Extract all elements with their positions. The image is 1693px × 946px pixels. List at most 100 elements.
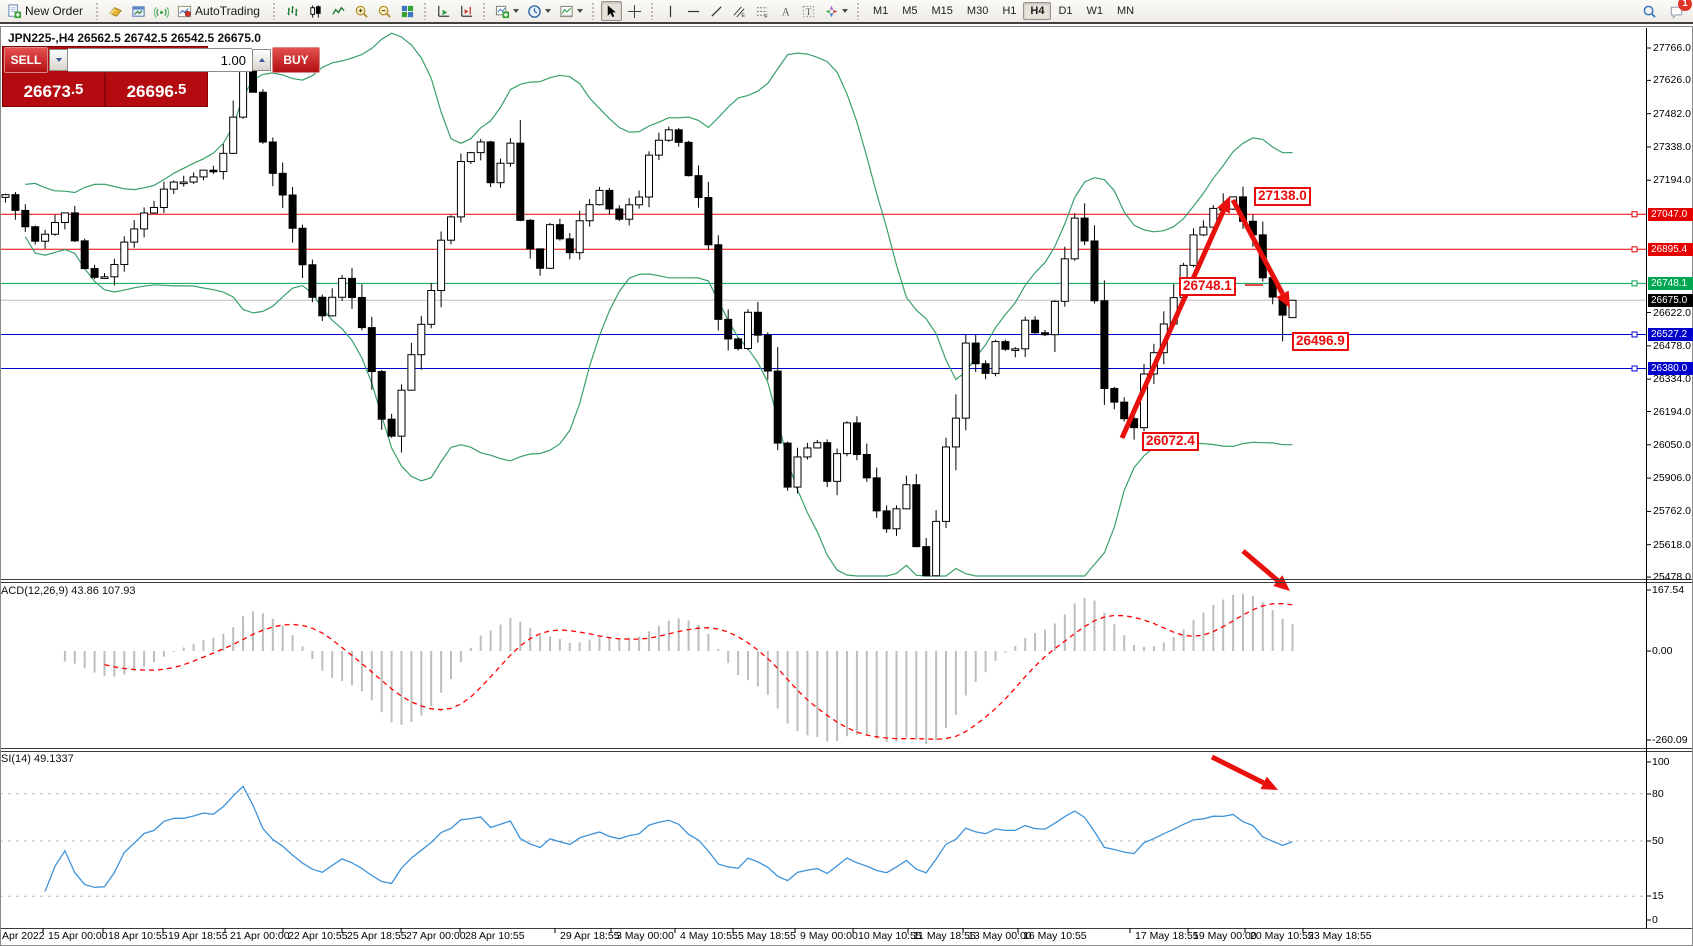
price-badge-26675.0: 26675.0 [1648,293,1693,307]
price-divider [104,73,106,106]
time-label-17-May-18-55: 17 May 18:55 [1135,930,1199,942]
periods-caret [544,9,551,13]
bar-chart-button[interactable] [282,1,303,21]
time-label-10-May-10-55: 10 May 10:55 [858,930,922,942]
sell-price-int: 26673 [23,82,71,101]
search-button[interactable] [1639,1,1660,21]
timeframe-D1[interactable]: D1 [1058,5,1073,17]
time-label-23-May-18-55: 23 May 18:55 [1308,930,1372,942]
chart-shift-button[interactable] [456,1,477,21]
new-order-button[interactable]: New Order [4,1,90,21]
trendline-tool[interactable] [706,1,727,21]
timeframe-W1[interactable]: W1 [1086,5,1104,17]
buy-button[interactable]: BUY [272,47,320,73]
text-tool[interactable]: A [775,1,796,21]
volume-increase-button[interactable] [252,49,271,71]
spin-down-icon [55,58,62,62]
horizontal-level-lines[interactable] [0,211,1646,372]
price-callout-26496.9[interactable]: 26496.9 [1292,332,1349,351]
price-tick-26622.0: 26622.0 [1653,306,1691,319]
fibonacci-icon: F [756,6,768,19]
volume-decrease-button[interactable] [49,49,68,71]
terminal-button[interactable] [128,1,149,21]
indicators-button[interactable] [492,1,522,21]
autotrading-button[interactable]: AutoTrading [174,1,267,21]
trend-arrow[interactable] [1241,549,1290,591]
timeframe-H4[interactable]: H4 [1023,2,1052,20]
buy-price-int: 26696 [126,82,174,101]
text-label-tool[interactable]: T [798,1,819,21]
auto-scroll-button[interactable] [433,1,454,21]
vertical-line-icon [669,5,672,17]
chart-shift-icon [461,5,473,17]
crosshair-icon [627,4,642,18]
trend-arrow[interactable] [1230,198,1290,308]
chart-window[interactable]: JPN225-,H4 26562.5 26742.5 26542.5 26675… [0,26,1693,946]
sell-price[interactable]: 26673.5 [3,73,104,106]
volume-input[interactable] [68,48,252,72]
timeframe-M30[interactable]: M30 [966,5,989,17]
trend-arrow[interactable] [1119,196,1230,440]
trend-arrow[interactable] [1210,754,1278,790]
zoom-out-button[interactable] [374,1,395,21]
tile-windows-icon [401,5,414,17]
price-badge-26895.4: 26895.4 [1648,242,1693,256]
time-label-15-Apr-00-00: 15 Apr 00:00 [48,930,108,942]
price-tick-25478.0: 25478.0 [1653,571,1691,584]
time-label-27-Apr-00-00: 27 Apr 00:00 [406,930,466,942]
price-tick-25618.0: 25618.0 [1653,538,1691,551]
chart-canvas[interactable] [0,26,1693,946]
price-callout-26072.4[interactable]: 26072.4 [1142,432,1199,451]
price-tick-26050.0: 26050.0 [1653,438,1691,451]
channel-tool[interactable]: E [729,1,750,21]
terminal-icon [132,5,145,17]
chart-title: JPN225-,H4 26562.5 26742.5 26542.5 26675… [8,31,261,45]
timeframe-MN[interactable]: MN [1117,5,1135,17]
horizontal-line-tool[interactable] [683,1,704,21]
toolbar-grip [95,2,101,20]
candlestick-chart-button[interactable] [305,1,326,21]
candlestick-chart-icon [310,4,321,18]
profile-button[interactable] [105,1,126,21]
tile-windows-button[interactable] [397,1,418,21]
text-icon: A [782,6,791,18]
time-label-16-May-10-55: 16 May 10:55 [1023,930,1087,942]
toolbar-grip [590,2,596,20]
price-tick-27194.0: 27194.0 [1653,174,1691,187]
time-label-22-Apr-10-55: 22 Apr 10:55 [288,930,348,942]
sell-button[interactable]: SELL [4,47,48,73]
indicators-icon [495,5,510,18]
rsi-line [44,785,1293,892]
toolbar-right-group: 1 [1639,0,1692,21]
timeframe-M5[interactable]: M5 [902,5,918,17]
arrows-tool[interactable] [821,1,851,21]
timeframe-M1[interactable]: M1 [872,5,889,17]
price-tick-27626.0: 27626.0 [1653,74,1691,87]
price-callout-27138.0[interactable]: 27138.0 [1254,187,1311,206]
templates-button[interactable] [556,1,586,21]
line-chart-button[interactable] [328,1,349,21]
signals-icon [154,6,170,18]
zoom-in-button[interactable] [351,1,372,21]
price-badge-27047.0: 27047.0 [1648,207,1693,221]
crosshair-tool-button[interactable] [624,1,645,21]
time-label-3-May-00-00: 3 May 00:00 [616,930,674,942]
fibonacci-tool[interactable]: F [752,1,773,21]
cursor-tool-button[interactable] [600,1,622,21]
price-tick-27482.0: 27482.0 [1653,107,1691,120]
buy-price[interactable]: 26696.5 [106,73,207,106]
time-label-25-Apr-18-55: 25 Apr 18:55 [347,930,407,942]
price-callout-26748.1[interactable]: 26748.1 [1179,277,1236,296]
notifications-button[interactable]: 1 [1666,0,1692,21]
periods-button[interactable] [524,1,554,21]
macd-histogram [63,594,1294,744]
macd-indicator-label: ACD(12,26,9) 43.86 107.93 [1,585,136,597]
signals-button[interactable] [151,1,172,21]
time-label-18-Apr-10-55: 18 Apr 10:55 [108,930,168,942]
notification-badge: 1 [1678,0,1692,11]
timeframe-group: M1 M5 M15 M30 H1 H4 D1 W1 MN [866,2,1141,20]
macd-axis--260.09: -260.09 [1652,734,1688,746]
vertical-line-tool[interactable] [660,1,681,21]
timeframe-M15[interactable]: M15 [931,5,953,17]
timeframe-H1[interactable]: H1 [1002,5,1017,17]
